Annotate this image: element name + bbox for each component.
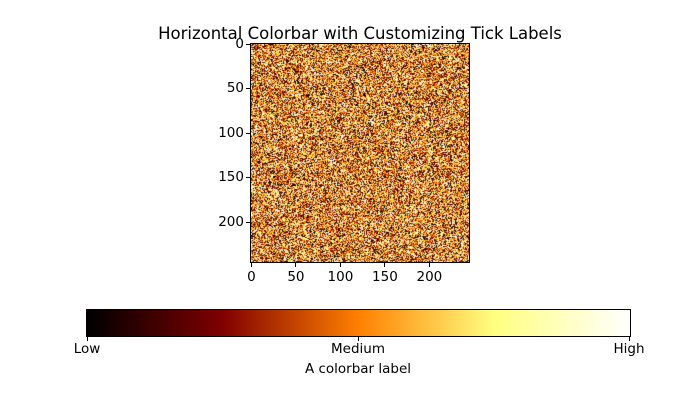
x-tick-mark (339, 263, 341, 267)
y-tick-label: 100 (218, 124, 244, 141)
x-tick-label: 0 (247, 269, 256, 285)
y-tick-mark (246, 88, 250, 90)
colorbar-tick-label: Medium (331, 341, 385, 357)
colorbar-label: A colorbar label (304, 361, 412, 377)
y-tick-mark (246, 177, 250, 179)
colorbar-tick-mark (628, 337, 630, 341)
heatmap-image (251, 44, 469, 262)
x-tick-mark (384, 263, 386, 267)
x-tick-mark (250, 263, 252, 267)
x-tick-mark (295, 263, 297, 267)
y-tick-label: 150 (218, 169, 244, 186)
colorbar-tick-mark (357, 337, 359, 341)
y-tick-mark (246, 221, 250, 223)
x-tick-mark (428, 263, 430, 267)
x-tick-label: 200 (416, 269, 443, 285)
x-tick-label: 50 (287, 269, 305, 285)
y-tick-label: 50 (226, 80, 244, 97)
colorbar-tick-label: Low (73, 341, 101, 357)
y-tick-label: 200 (218, 213, 244, 230)
x-tick-label: 150 (372, 269, 398, 285)
x-tick-label: 100 (327, 269, 354, 285)
y-tick-mark (246, 43, 250, 45)
y-tick-mark (246, 132, 250, 134)
colorbar-tick-mark (86, 337, 88, 341)
colorbar (86, 309, 631, 337)
y-tick-label: 0 (235, 35, 244, 52)
colorbar-tick-label: High (613, 341, 645, 357)
chart-title: Horizontal Colorbar with Customizing Tic… (158, 24, 562, 43)
heatmap-axes (250, 43, 470, 263)
